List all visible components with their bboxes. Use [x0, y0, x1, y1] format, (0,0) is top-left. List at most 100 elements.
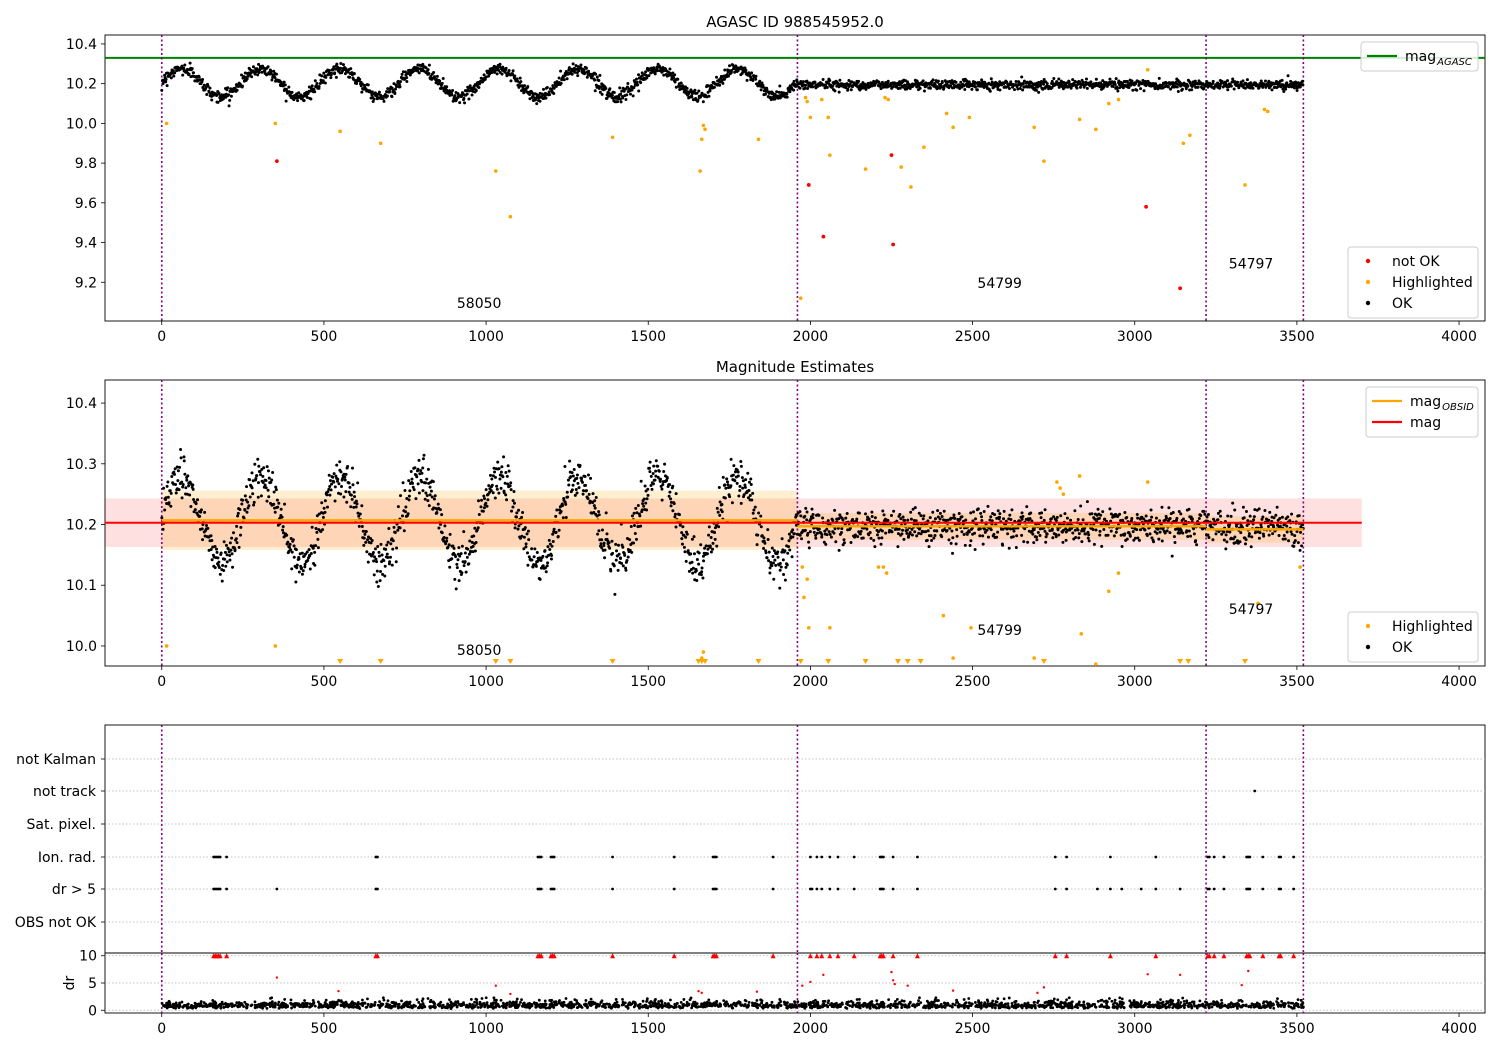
ok-point [978, 527, 982, 531]
highlighted-below-marker [862, 659, 869, 664]
ok-point [1093, 517, 1097, 521]
ok-point [1226, 514, 1230, 518]
ok-point [236, 511, 240, 515]
ok-point [395, 84, 399, 88]
ok-point [504, 493, 508, 497]
ok-point [1207, 535, 1211, 539]
legend-label: OK [1392, 640, 1413, 656]
ok-point [988, 89, 992, 93]
ok-point [447, 543, 451, 547]
ok-point [1002, 517, 1006, 521]
legend-label: Highlighted [1392, 275, 1473, 291]
ok-point [1062, 81, 1066, 85]
ok-point [453, 577, 457, 581]
ok-point [1085, 500, 1089, 504]
ok-point [528, 92, 532, 96]
ok-point [772, 577, 776, 581]
ok-point [651, 471, 655, 475]
flag-point [552, 887, 556, 891]
ok-point [1064, 538, 1068, 542]
ok-point [577, 486, 581, 490]
ok-point [378, 579, 382, 583]
ok-point [724, 486, 728, 490]
flag-point [820, 855, 824, 859]
ok-point [517, 524, 521, 528]
ok-point [864, 512, 868, 516]
ok-point [996, 509, 1000, 513]
ok-point [1022, 79, 1026, 83]
flag-row-label: Ion. rad. [38, 850, 96, 866]
ok-point [915, 534, 919, 538]
ok-point [375, 569, 379, 573]
not-ok-point [891, 242, 896, 247]
ok-point [247, 504, 251, 508]
dr-point [289, 998, 293, 1002]
highlighted-point [699, 137, 704, 142]
ok-point [1114, 513, 1118, 517]
ok-point [657, 469, 661, 473]
ok-point [896, 532, 900, 536]
flag-row-label: not track [33, 784, 97, 800]
ok-point [825, 527, 829, 531]
dr-point [283, 998, 287, 1001]
ok-point [701, 576, 705, 580]
ok-point [998, 512, 1002, 516]
ok-point [751, 511, 755, 515]
ok-point [707, 533, 711, 537]
ok-point [583, 475, 587, 479]
ok-point [329, 479, 333, 483]
ok-point [343, 478, 347, 482]
ok-point [255, 474, 259, 478]
ok-point [695, 91, 699, 95]
ok-point [656, 69, 660, 73]
ok-point [567, 483, 571, 487]
highlighted-point [828, 153, 832, 157]
ok-point [1034, 535, 1038, 539]
ok-point [353, 495, 357, 499]
ok-point [575, 476, 579, 480]
ok-point [339, 485, 343, 489]
ok-point [1054, 519, 1058, 523]
ok-point [975, 88, 979, 92]
ok-point [1131, 530, 1135, 534]
ok-point [424, 491, 428, 495]
ok-point [284, 87, 288, 91]
ok-point [725, 480, 729, 484]
ok-point [240, 502, 244, 506]
ok-point [581, 489, 585, 493]
ok-point [364, 530, 368, 534]
ok-point [344, 67, 348, 71]
dr-point [441, 1003, 445, 1007]
ok-point [265, 465, 269, 469]
ok-point [754, 74, 758, 78]
ok-point [193, 508, 197, 512]
ok-point [770, 546, 774, 550]
ok-point [305, 550, 309, 554]
ok-point [1202, 86, 1206, 90]
ok-point [509, 488, 513, 492]
ok-point [1028, 517, 1032, 521]
flag-point [771, 887, 775, 891]
ok-point [272, 490, 276, 494]
ok-point [989, 515, 993, 519]
ok-point [344, 490, 348, 494]
ok-point [420, 480, 424, 484]
ok-point [424, 481, 428, 485]
ok-point [1231, 77, 1235, 81]
ok-point [597, 510, 601, 514]
ok-point [730, 69, 734, 73]
highlighted-point [808, 115, 813, 120]
ok-point [938, 517, 942, 521]
ok-point [780, 537, 784, 541]
ok-point [411, 481, 415, 485]
ok-point [1113, 82, 1117, 86]
ok-point [1301, 83, 1305, 87]
ok-point [557, 76, 561, 80]
ok-point [468, 84, 472, 88]
highlighted-point [909, 185, 913, 189]
ok-point [507, 68, 511, 72]
ok-point [1008, 513, 1012, 517]
ok-point [241, 498, 245, 502]
ok-point [771, 561, 775, 565]
